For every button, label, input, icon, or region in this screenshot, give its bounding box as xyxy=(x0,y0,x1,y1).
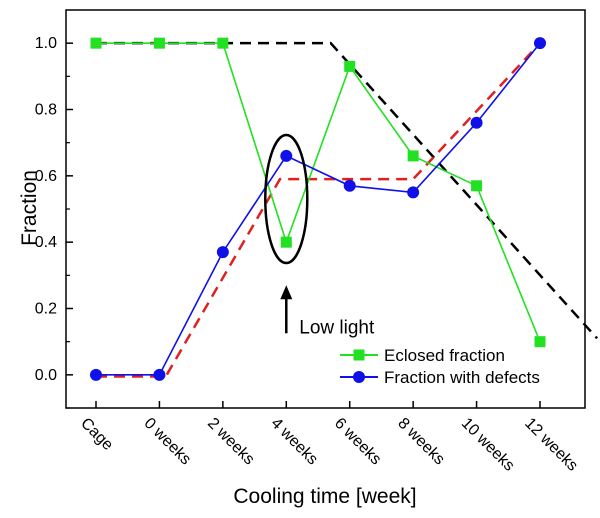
defects-point xyxy=(90,368,102,381)
legend-label-defects: Fraction with defects xyxy=(384,368,540,387)
x-tick-label: Cage xyxy=(77,415,116,454)
x-tick-label: 6 weeks xyxy=(331,415,385,469)
eclosed-point xyxy=(217,37,229,49)
x-tick-label: 12 weeks xyxy=(521,415,581,475)
y-tick-label: 0.2 xyxy=(35,301,57,318)
y-axis: 0.0 0.2 0.4 0.6 0.8 1.0 xyxy=(35,35,73,409)
y-tick-label: 0.4 xyxy=(35,234,57,251)
defects-point xyxy=(470,116,483,129)
y-axis-title: Fraction xyxy=(18,170,41,246)
low-light-arrow-head xyxy=(280,285,293,300)
eclosed-point xyxy=(407,150,419,162)
x-tick-label: 10 weeks xyxy=(458,415,518,475)
legend: Eclosed fraction Fraction with defects xyxy=(340,346,540,387)
eclosed-point xyxy=(153,37,165,49)
defects-point xyxy=(534,37,546,50)
low-light-label: Low light xyxy=(299,317,375,338)
defects-point xyxy=(343,179,356,192)
y-tick-label: 0.6 xyxy=(35,168,57,185)
x-tick-label: 2 weeks xyxy=(204,415,258,469)
x-axis: Cage 0 weeks 2 weeks 4 weeks 6 weeks 8 weeks 1… xyxy=(77,401,581,475)
defects-trend-line xyxy=(96,42,541,378)
plot-border xyxy=(65,9,586,409)
y-tick-label: 1.0 xyxy=(35,35,57,52)
low-light-annotation: Low light xyxy=(264,133,375,338)
eclosed-series-line xyxy=(96,42,541,342)
low-light-ellipse xyxy=(264,133,309,265)
x-tick-label: 0 weeks xyxy=(141,415,195,469)
eclosed-point xyxy=(471,180,483,192)
defects-point xyxy=(280,149,293,162)
defects-point xyxy=(407,186,420,199)
legend-marker-eclosed xyxy=(353,349,365,361)
y-tick-label: 0.0 xyxy=(35,367,57,384)
x-axis-title: Cooling time [week] xyxy=(233,485,416,508)
x-tick-label: 8 weeks xyxy=(394,415,448,469)
series-points xyxy=(90,37,546,381)
series-lines xyxy=(96,42,541,376)
x-tick-label: 4 weeks xyxy=(267,415,321,469)
eclosed-point xyxy=(90,37,102,49)
defects-point xyxy=(153,368,166,381)
eclosed-point xyxy=(344,60,356,72)
defects-series-line xyxy=(96,42,541,376)
eclosed-point xyxy=(280,236,292,248)
y-tick-label: 0.8 xyxy=(35,102,57,119)
legend-marker-defects xyxy=(353,371,365,383)
defects-point xyxy=(216,246,229,259)
legend-label-eclosed: Eclosed fraction xyxy=(384,346,505,365)
eclosed-point xyxy=(534,336,546,348)
plot-frame xyxy=(65,9,586,409)
